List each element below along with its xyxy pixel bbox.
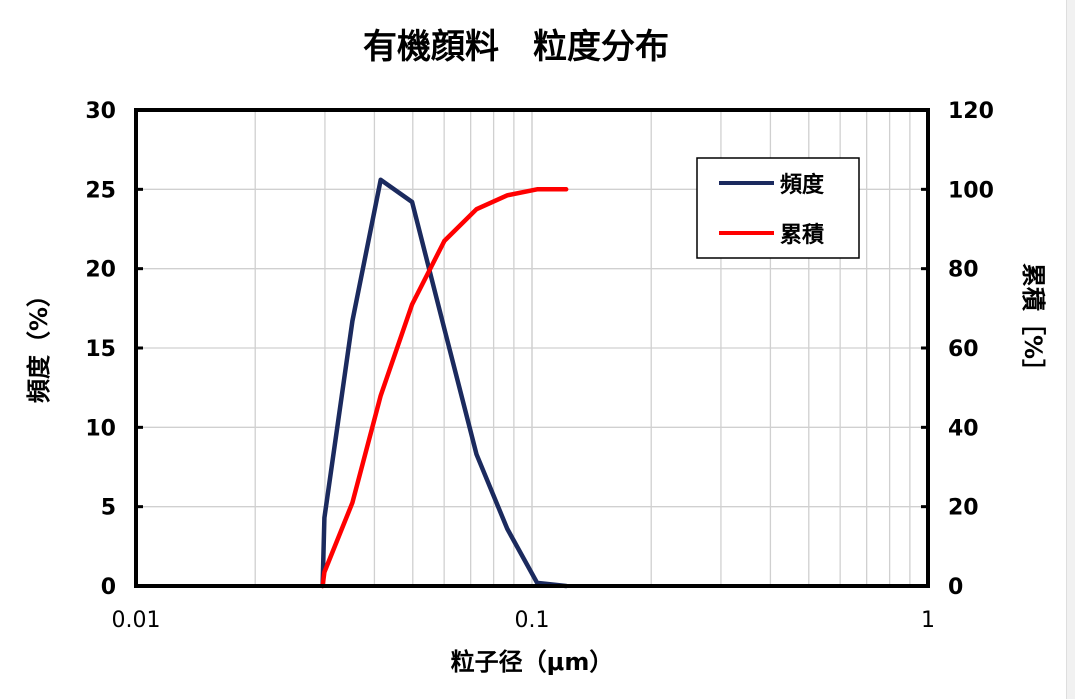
series-layer [320, 177, 569, 589]
series-line-1 [320, 187, 569, 589]
y-tick-label: 25 [85, 178, 116, 203]
legend: 頻度 累積 [696, 157, 860, 259]
y2-tick-label: 100 [948, 178, 994, 203]
series-line-0 [320, 177, 569, 589]
y2-tick-label: 20 [948, 496, 979, 521]
y-tick-label: 5 [101, 496, 116, 521]
y-tick-label: 15 [85, 337, 116, 362]
y2-tick-label: 60 [948, 337, 979, 362]
y-tick-label: 10 [85, 416, 116, 441]
chart-title: 有機顔料 粒度分布 [363, 27, 669, 67]
legend-label-freq: 頻度 [780, 172, 825, 198]
y2-axis-title: 累積［%］ [1019, 263, 1047, 383]
x-axis-title: 粒子径（μm） [451, 648, 614, 676]
y2-tick-label: 120 [948, 99, 994, 124]
x-tick-label: 0.1 [515, 608, 550, 633]
y2-tick-label: 40 [948, 416, 979, 441]
scrollbar[interactable] [1066, 0, 1075, 699]
y2-tick-label: 0 [948, 575, 963, 600]
y2-tick-label: 80 [948, 258, 979, 283]
x-tick-label: 1 [921, 608, 935, 633]
y-axis-title: 頻度（%） [25, 283, 53, 403]
y-tick-label: 20 [85, 258, 116, 283]
legend-box [696, 157, 860, 259]
legend-label-cumulative: 累積 [780, 223, 825, 248]
tick-layer: 0 5 10 15 20 25 30 0 20 40 60 80 100 120 0.01 0.1 1 [85, 99, 994, 633]
x-tick-label: 0.01 [112, 608, 161, 633]
y-tick-label: 30 [85, 99, 116, 124]
y-tick-label: 0 [101, 575, 116, 600]
